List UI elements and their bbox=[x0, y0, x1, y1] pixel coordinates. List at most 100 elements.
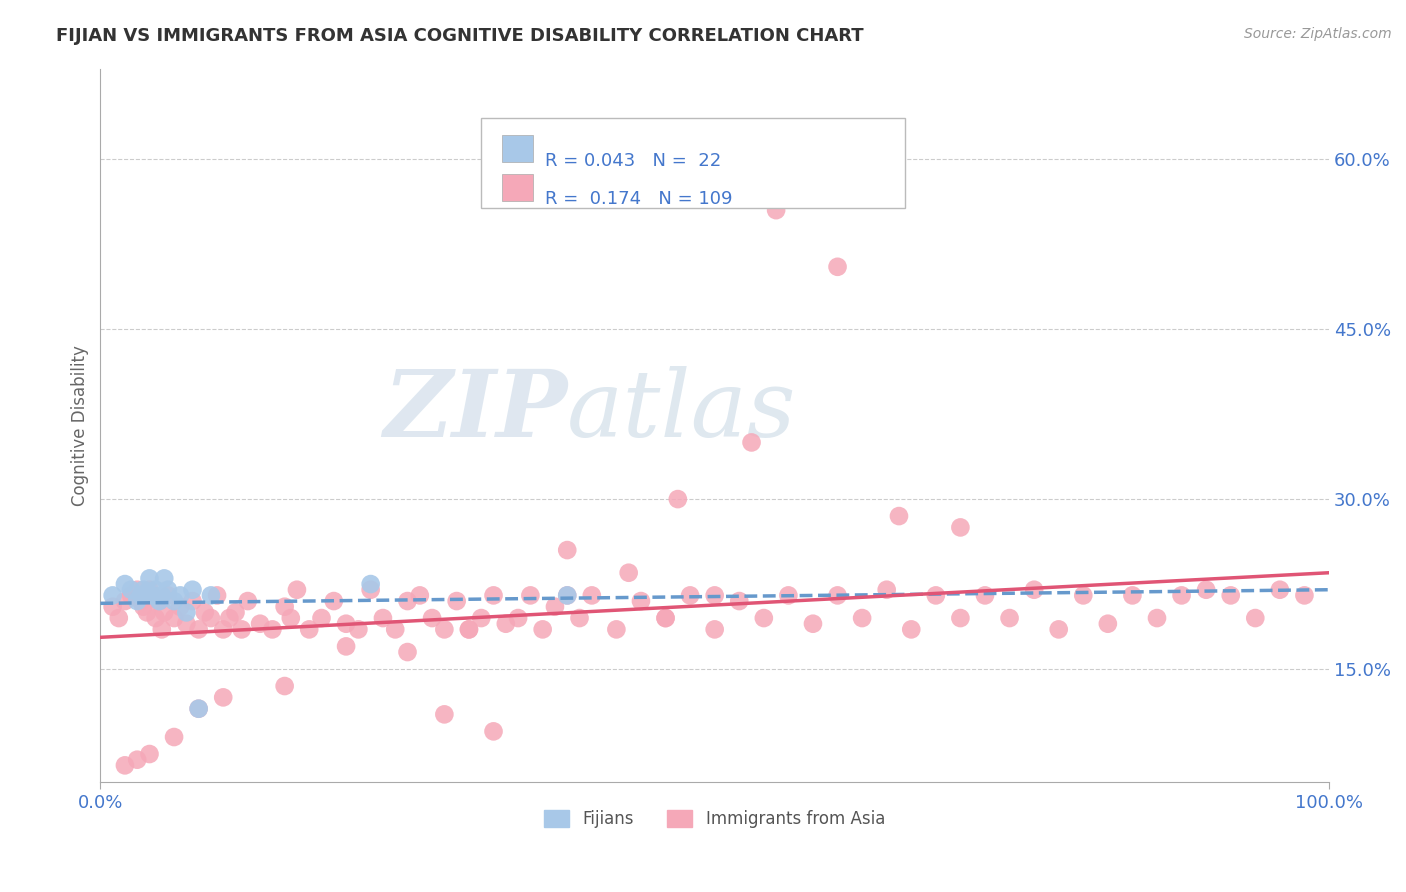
Point bbox=[617, 566, 640, 580]
Point bbox=[138, 571, 160, 585]
Point bbox=[163, 594, 186, 608]
Point bbox=[145, 582, 167, 597]
Point bbox=[150, 588, 173, 602]
Point bbox=[876, 582, 898, 597]
Point bbox=[187, 702, 209, 716]
Point bbox=[555, 588, 578, 602]
Point bbox=[200, 588, 222, 602]
Point bbox=[752, 611, 775, 625]
Point bbox=[827, 588, 849, 602]
Point bbox=[703, 588, 725, 602]
Point bbox=[224, 606, 246, 620]
Point bbox=[605, 623, 627, 637]
Point bbox=[205, 588, 228, 602]
FancyBboxPatch shape bbox=[502, 135, 533, 162]
Point bbox=[949, 520, 972, 534]
Point bbox=[666, 492, 689, 507]
Point bbox=[129, 588, 152, 602]
Point bbox=[176, 606, 198, 620]
Text: ZIP: ZIP bbox=[382, 366, 567, 456]
Text: R =  0.174   N = 109: R = 0.174 N = 109 bbox=[546, 190, 733, 208]
Point bbox=[127, 582, 149, 597]
Point bbox=[114, 758, 136, 772]
Point bbox=[169, 588, 191, 602]
Point bbox=[298, 623, 321, 637]
Point bbox=[218, 611, 240, 625]
Point bbox=[153, 606, 176, 620]
Point bbox=[630, 594, 652, 608]
Point bbox=[1170, 588, 1192, 602]
Point bbox=[169, 599, 191, 614]
Point bbox=[249, 616, 271, 631]
Point bbox=[1146, 611, 1168, 625]
Point bbox=[107, 611, 129, 625]
Point bbox=[273, 599, 295, 614]
Point bbox=[101, 588, 124, 602]
Point bbox=[420, 611, 443, 625]
Point bbox=[136, 606, 159, 620]
Point bbox=[153, 571, 176, 585]
Text: Source: ZipAtlas.com: Source: ZipAtlas.com bbox=[1244, 27, 1392, 41]
Point bbox=[887, 509, 910, 524]
Point bbox=[925, 588, 948, 602]
Point bbox=[654, 611, 676, 625]
Point bbox=[322, 594, 344, 608]
Point bbox=[679, 588, 702, 602]
FancyBboxPatch shape bbox=[481, 119, 905, 208]
Point bbox=[555, 543, 578, 558]
Point bbox=[335, 616, 357, 631]
Point bbox=[581, 588, 603, 602]
Point bbox=[728, 594, 751, 608]
Point bbox=[801, 616, 824, 631]
Point bbox=[851, 611, 873, 625]
Point bbox=[187, 702, 209, 716]
Point bbox=[141, 588, 163, 602]
Point bbox=[482, 588, 505, 602]
Point bbox=[194, 606, 217, 620]
Point bbox=[163, 611, 186, 625]
Point bbox=[114, 577, 136, 591]
Point bbox=[101, 599, 124, 614]
Point bbox=[396, 594, 419, 608]
Point bbox=[273, 679, 295, 693]
Point bbox=[949, 611, 972, 625]
Y-axis label: Cognitive Disability: Cognitive Disability bbox=[72, 345, 89, 506]
Point bbox=[120, 588, 142, 602]
Point bbox=[384, 623, 406, 637]
Point bbox=[127, 753, 149, 767]
Point bbox=[114, 594, 136, 608]
Point bbox=[347, 623, 370, 637]
Point bbox=[458, 623, 481, 637]
Text: #dde8f0: #dde8f0 bbox=[714, 410, 721, 411]
Point bbox=[156, 588, 179, 602]
Point bbox=[262, 623, 284, 637]
Point bbox=[360, 582, 382, 597]
Point bbox=[555, 588, 578, 602]
Point bbox=[212, 690, 235, 705]
Point bbox=[568, 611, 591, 625]
Point bbox=[654, 611, 676, 625]
Point bbox=[181, 582, 204, 597]
Point bbox=[148, 594, 170, 608]
Point bbox=[148, 594, 170, 608]
Point bbox=[900, 623, 922, 637]
Point bbox=[129, 594, 152, 608]
Point bbox=[1097, 616, 1119, 631]
Point bbox=[446, 594, 468, 608]
Point bbox=[974, 588, 997, 602]
Point bbox=[519, 588, 541, 602]
Point bbox=[360, 577, 382, 591]
Point bbox=[1268, 582, 1291, 597]
Point bbox=[531, 623, 554, 637]
Point bbox=[1024, 582, 1046, 597]
Point bbox=[132, 582, 155, 597]
Point bbox=[132, 599, 155, 614]
Point bbox=[495, 616, 517, 631]
Point bbox=[200, 611, 222, 625]
Point bbox=[138, 582, 160, 597]
Point bbox=[506, 611, 529, 625]
Text: atlas: atlas bbox=[567, 366, 797, 456]
Point bbox=[176, 616, 198, 631]
Point bbox=[1195, 582, 1218, 597]
Point bbox=[778, 588, 800, 602]
